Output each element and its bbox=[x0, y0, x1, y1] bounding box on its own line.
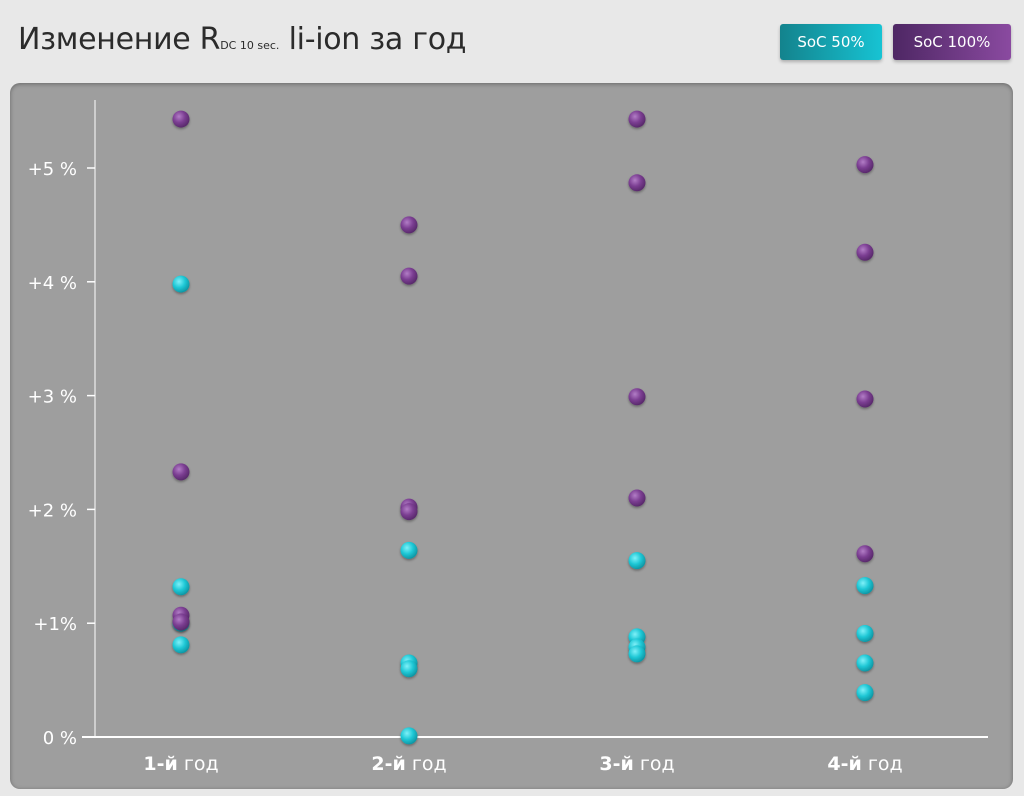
soc50-data-point bbox=[172, 578, 190, 596]
soc50-data-point bbox=[172, 636, 190, 654]
legend-soc100-button[interactable]: SoC 100% bbox=[893, 24, 1011, 60]
y-tick-label: +5 % bbox=[28, 159, 77, 180]
y-tick-label: 0 % bbox=[43, 728, 77, 749]
soc100-data-point bbox=[856, 243, 874, 261]
soc100-data-point bbox=[628, 388, 646, 406]
soc100-data-point bbox=[628, 174, 646, 192]
soc100-data-point bbox=[400, 503, 418, 521]
soc100-data-point bbox=[172, 110, 190, 128]
soc100-data-point bbox=[172, 463, 190, 481]
x-category-label: 1-й год bbox=[143, 753, 218, 775]
soc50-data-point bbox=[856, 624, 874, 642]
soc100-data-point bbox=[172, 613, 190, 631]
soc100-data-point bbox=[628, 489, 646, 507]
plot-panel bbox=[10, 83, 1013, 789]
x-category-label: 4-й год bbox=[827, 753, 902, 775]
soc50-data-point bbox=[856, 654, 874, 672]
soc100-data-point bbox=[856, 390, 874, 408]
soc100-data-point bbox=[856, 156, 874, 174]
x-category-label: 2-й год bbox=[371, 753, 446, 775]
soc50-data-point bbox=[400, 541, 418, 559]
soc100-data-point bbox=[856, 545, 874, 563]
y-tick-label: +4 % bbox=[28, 273, 77, 294]
soc50-data-point bbox=[628, 552, 646, 570]
chart-title: Изменение RDC 10 sec. li-ion за год bbox=[18, 22, 467, 57]
title-rest: li-ion за год bbox=[279, 22, 467, 57]
soc50-data-point bbox=[172, 275, 190, 293]
soc50-data-point bbox=[628, 645, 646, 663]
soc100-data-point bbox=[628, 110, 646, 128]
title-subscript: DC 10 sec. bbox=[220, 39, 280, 52]
y-tick-label: +1% bbox=[33, 614, 77, 635]
title-main: Изменение R bbox=[18, 22, 221, 57]
soc50-data-point bbox=[400, 660, 418, 678]
soc50-data-point bbox=[400, 727, 418, 745]
soc100-data-point bbox=[400, 216, 418, 234]
soc50-data-point bbox=[856, 684, 874, 702]
soc50-data-point bbox=[856, 577, 874, 595]
y-tick-label: +3 % bbox=[28, 387, 77, 408]
legend-soc50-button[interactable]: SoC 50% bbox=[780, 24, 882, 60]
soc100-data-point bbox=[400, 267, 418, 285]
y-tick-label: +2 % bbox=[28, 500, 77, 521]
x-category-label: 3-й год bbox=[599, 753, 674, 775]
